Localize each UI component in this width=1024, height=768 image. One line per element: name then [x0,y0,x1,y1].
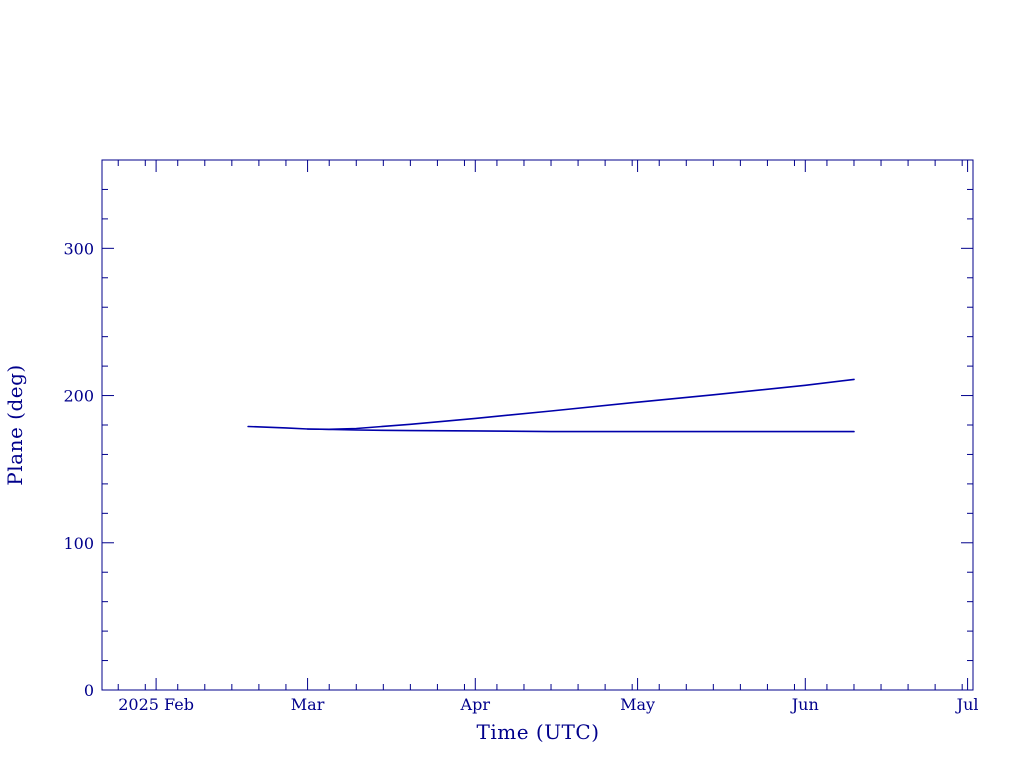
x-tick-label: 2025 Feb [118,695,194,714]
tick-labels: 2025 Feb Mar Apr May Jun Jul 0 100 200 300 [63,239,978,714]
series-line-1 [247,378,855,431]
y-axis-label: Plane (deg) [3,364,27,485]
x-tick-label: Apr [460,695,491,714]
y-tick-label: 200 [63,387,94,406]
x-axis-label: Time (UTC) [477,720,600,744]
major-ticks [102,160,973,691]
x-tick-label: Mar [291,695,325,714]
x-tick-label: May [620,695,655,714]
y-tick-label: 0 [84,681,94,700]
plot-frame [101,159,974,691]
x-tick-label: Jul [955,695,979,714]
series-layer [247,378,855,433]
minor-ticks [102,159,973,690]
series-line-2 [306,428,855,433]
x-tick-label: Jun [790,695,819,714]
y-tick-label: 300 [63,239,94,258]
y-tick-label: 100 [63,534,94,553]
